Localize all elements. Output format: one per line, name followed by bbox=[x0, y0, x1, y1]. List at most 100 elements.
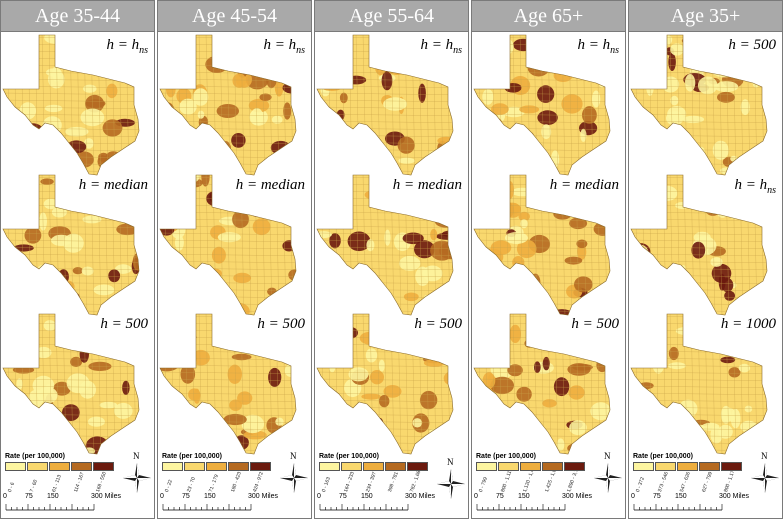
texas-map bbox=[2, 34, 140, 176]
scale-tick-label: 300 Miles bbox=[719, 493, 749, 500]
scale-bar-line bbox=[633, 504, 723, 511]
scale-tick-label: 150 bbox=[204, 493, 216, 500]
north-label: N bbox=[604, 451, 611, 461]
legend-range-label: 168 - 550 bbox=[95, 471, 108, 494]
legend-range-label: 0 - 22 bbox=[164, 478, 175, 494]
texas-map bbox=[316, 174, 454, 316]
texas-map bbox=[630, 174, 768, 316]
legend-range-label: 398 - 781 bbox=[387, 471, 400, 494]
scale-tick-label: 0 bbox=[474, 493, 478, 500]
legend-swatch bbox=[476, 462, 497, 471]
map-panel: Age 55-64 h = hns h = median h = 500 Rate (p… bbox=[314, 0, 469, 519]
legend-range-label: 800 - 1,119 bbox=[500, 467, 515, 494]
scale-bar: 0 75 150 300 Miles bbox=[3, 493, 121, 513]
legend-swatch bbox=[49, 462, 70, 471]
texas-map bbox=[630, 313, 768, 455]
legend-range-label: 0 - 163 bbox=[321, 476, 332, 494]
legend-swatch bbox=[677, 462, 698, 471]
panel-header: Age 45-54 bbox=[158, 1, 311, 32]
scale-bar: 0 75 150 300 Miles bbox=[631, 493, 749, 513]
bandwidth-label: h = median bbox=[78, 177, 148, 193]
legend-range-label: 0 - 799 bbox=[478, 476, 489, 494]
legend-swatch bbox=[184, 462, 205, 471]
scale-bar: 0 75 150 300 Miles bbox=[474, 493, 592, 513]
map-panel: Age 35-44 h = hns h = median h = 500 Rate (p… bbox=[0, 0, 155, 519]
bandwidth-label: h = 500 bbox=[728, 37, 776, 53]
bandwidth-label: h = hns bbox=[577, 37, 619, 56]
scale-tick-label: 300 Miles bbox=[405, 493, 435, 500]
panel-header: Age 35-44 bbox=[1, 1, 154, 32]
legend-title: Rate (per 100,000) bbox=[319, 453, 379, 460]
scale-bar: 0 75 150 300 Miles bbox=[160, 493, 278, 513]
map-panel: Age 65+ h = hns h = median h = 500 Rate (per… bbox=[471, 0, 626, 519]
scale-tick-label: 150 bbox=[361, 493, 373, 500]
bandwidth-label: h = hns bbox=[263, 37, 305, 56]
scale-tick-label: 75 bbox=[339, 493, 347, 500]
legend-range-label: 0 - 372 bbox=[635, 476, 646, 494]
bandwidth-label: h = 1000 bbox=[720, 316, 776, 332]
legend-swatch bbox=[162, 462, 183, 471]
texas-map bbox=[473, 313, 611, 455]
legend-range-label: 164 - 233 bbox=[343, 471, 356, 494]
map-panel: Age 35+ h = 500 h = hns h = 1000 Rate (per 1… bbox=[628, 0, 783, 519]
scale-tick-label: 150 bbox=[47, 493, 59, 500]
north-arrow-icon: N bbox=[437, 457, 465, 499]
scale-tick-label: 150 bbox=[518, 493, 530, 500]
texas-map bbox=[316, 34, 454, 176]
bandwidth-label: h = 500 bbox=[571, 316, 619, 332]
legend-title: Rate (per 100,000) bbox=[633, 453, 693, 460]
legend-swatch bbox=[5, 462, 26, 471]
legend-range-label: 627 - 799 bbox=[701, 471, 714, 494]
texas-map bbox=[2, 313, 140, 455]
bandwidth-label: h = 500 bbox=[414, 316, 462, 332]
scale-tick-label: 150 bbox=[675, 493, 687, 500]
scale-tick-label: 0 bbox=[160, 493, 164, 500]
bandwidth-label: h = 500 bbox=[100, 316, 148, 332]
legend-range-label: 547 - 626 bbox=[679, 471, 692, 494]
legend-range-label: 373 - 546 bbox=[657, 471, 670, 494]
north-arrow-icon: N bbox=[751, 451, 779, 493]
scale-tick-label: 0 bbox=[3, 493, 7, 500]
texas-map bbox=[159, 313, 297, 455]
scale-tick-label: 75 bbox=[653, 493, 661, 500]
texas-map bbox=[473, 174, 611, 316]
map-panel: Age 45-54 h = hns h = median h = 500 Rate (p… bbox=[157, 0, 312, 519]
legend-swatch bbox=[699, 462, 720, 471]
legend-range-label: 424 - 972 bbox=[252, 471, 265, 494]
legend-swatch bbox=[498, 462, 519, 471]
north-label: N bbox=[290, 451, 297, 461]
legend-range-label: 0 - 6 bbox=[7, 481, 17, 494]
north-arrow-icon: N bbox=[280, 451, 308, 493]
legend-range-label: 23 - 70 bbox=[186, 476, 197, 494]
legend-swatch bbox=[564, 462, 585, 471]
legend-swatch bbox=[27, 462, 48, 471]
texas-map bbox=[473, 34, 611, 176]
legend-swatch bbox=[407, 462, 428, 471]
texas-map bbox=[316, 313, 454, 455]
scale-tick-label: 75 bbox=[25, 493, 33, 500]
legend-swatch bbox=[542, 462, 563, 471]
scale-bar-line bbox=[476, 504, 566, 511]
legend-swatch bbox=[93, 462, 114, 471]
north-arrow-icon: N bbox=[594, 451, 622, 493]
legend-swatch bbox=[633, 462, 654, 471]
north-label: N bbox=[761, 451, 768, 461]
legend-swatch bbox=[341, 462, 362, 471]
scale-tick-label: 300 Miles bbox=[562, 493, 592, 500]
panel-header: Age 55-64 bbox=[315, 1, 468, 32]
panel-header: Age 65+ bbox=[472, 1, 625, 32]
legend-swatch bbox=[363, 462, 384, 471]
scale-tick-label: 75 bbox=[182, 493, 190, 500]
bandwidth-label: h = median bbox=[549, 177, 619, 193]
legend-swatch bbox=[721, 462, 742, 471]
legend-swatch bbox=[206, 462, 227, 471]
legend-range-label: 782 - 1,684 bbox=[409, 467, 424, 494]
legend-swatch bbox=[655, 462, 676, 471]
north-arrow-icon: N bbox=[123, 451, 151, 493]
scale-bar-line bbox=[319, 504, 409, 511]
scale-tick-label: 0 bbox=[631, 493, 635, 500]
legend-range-label: 61 - 113 bbox=[51, 474, 63, 494]
texas-map bbox=[159, 174, 297, 316]
legend-title: Rate (per 100,000) bbox=[476, 453, 536, 460]
